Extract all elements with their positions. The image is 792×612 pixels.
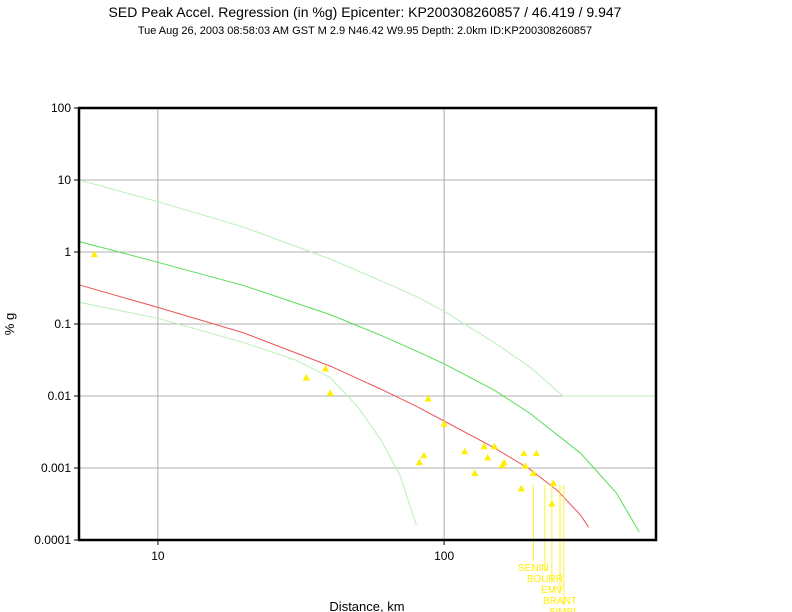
axis-ticks: 100 10 1 0.1 0.01 0.001 0.0001 10 100 — [34, 101, 454, 563]
station-label: BOURR — [527, 574, 563, 585]
y-tick-label: 100 — [51, 101, 71, 115]
faint-upper-curve — [78, 179, 656, 397]
data-point — [424, 395, 432, 402]
data-point — [490, 442, 499, 450]
y-tick-label: 0.001 — [41, 461, 71, 475]
y-tick-label: 0.0001 — [34, 533, 71, 547]
data-point — [484, 453, 492, 461]
data-point — [549, 479, 558, 486]
data-point — [321, 365, 330, 372]
station-label: SENIN — [518, 563, 549, 574]
y-tick-label: 0.01 — [48, 389, 72, 403]
chart-subtitle: Tue Aug 26, 2003 08:58:03 AM GST M 2.9 N… — [137, 25, 593, 37]
data-point — [500, 458, 508, 466]
data-point — [532, 449, 540, 457]
data-point — [420, 451, 428, 459]
regression-curves — [78, 179, 656, 533]
data-point — [415, 458, 424, 466]
x-tick-label: 10 — [151, 549, 165, 563]
y-axis-label: % g — [2, 313, 17, 335]
station-label: EMV — [541, 585, 563, 596]
station-labels: SENINBOURREMVBRANTSIMPL — [518, 485, 579, 612]
station-label: BRANT — [543, 596, 577, 607]
data-point — [529, 469, 537, 476]
upper-regression-curve — [78, 241, 640, 533]
chart-title: SED Peak Accel. Regression (in %g) Epice… — [108, 4, 622, 20]
data-point — [471, 469, 479, 476]
data-point — [90, 250, 99, 258]
data-point — [326, 389, 334, 396]
data-point — [520, 449, 528, 457]
mean-regression-curve — [78, 284, 590, 528]
data-point — [521, 462, 529, 469]
y-tick-label: 1 — [64, 245, 71, 259]
data-point — [517, 484, 525, 492]
y-tick-label: 10 — [58, 173, 72, 187]
grid-lines — [79, 108, 656, 540]
data-points — [90, 250, 558, 507]
y-tick-label: 0.1 — [54, 317, 71, 331]
faint-lower-curve — [78, 301, 417, 526]
data-point — [461, 447, 469, 455]
data-point — [302, 374, 310, 381]
station-label: SIMPL — [549, 607, 579, 612]
data-point — [480, 442, 488, 450]
x-tick-label: 100 — [434, 549, 454, 563]
data-point — [440, 420, 448, 427]
x-axis-label: Distance, km — [329, 599, 404, 612]
